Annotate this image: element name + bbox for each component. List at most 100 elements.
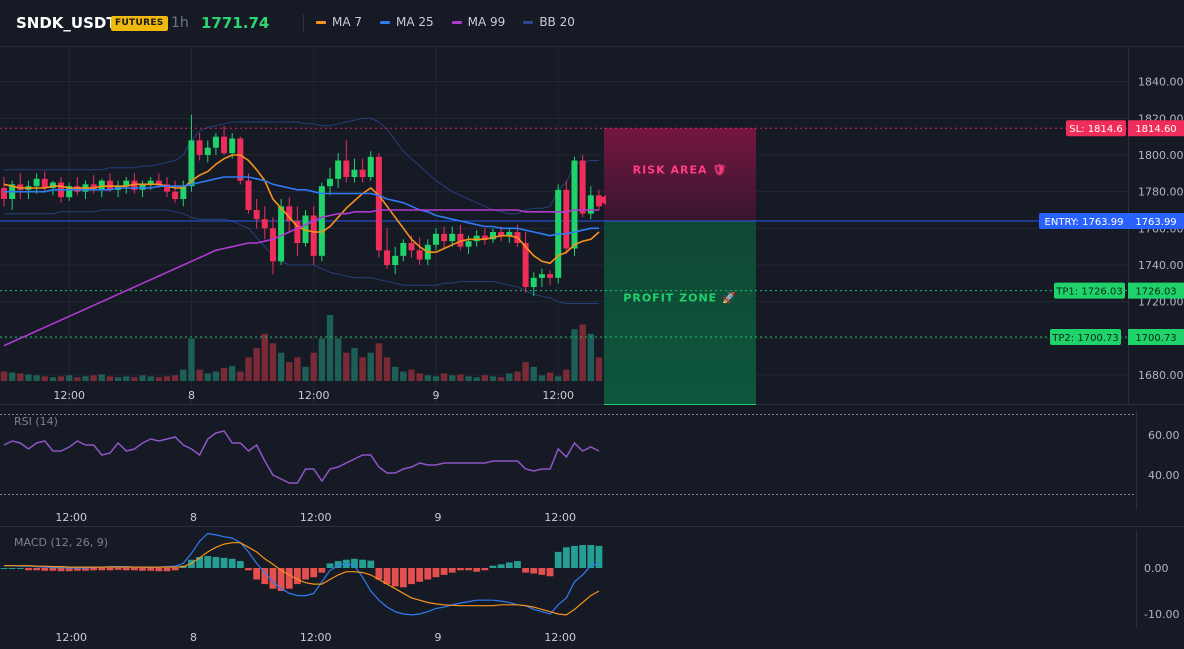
candle-body: [123, 180, 130, 187]
volume-bar: [74, 377, 81, 381]
x-tick-label: 12:00: [298, 389, 330, 402]
rsi-line: [3, 430, 600, 484]
candle-body: [269, 228, 276, 262]
volume-bar: [123, 376, 130, 381]
volume-bar: [114, 377, 122, 381]
interval-selector[interactable]: 1h: [171, 15, 189, 31]
volume-bar: [245, 357, 252, 381]
macd-histogram-bar: [334, 561, 342, 568]
candle-body: [400, 243, 407, 256]
macd-tick-label: 0.00: [1144, 562, 1169, 575]
macd-histogram-bar: [49, 568, 57, 571]
symbol-name[interactable]: SNDK_USDT: [16, 14, 117, 32]
legend-ma25[interactable]: MA 25: [380, 15, 434, 29]
candle-body: [571, 160, 578, 249]
macd-histogram-bar: [318, 568, 326, 573]
volume-bar: [310, 352, 317, 381]
candle-body: [563, 189, 570, 249]
price-line-tag-label: SL: 1814.6: [1069, 124, 1122, 135]
legend-swatch: [380, 20, 391, 24]
macd-histogram-bar: [448, 568, 456, 573]
ma99-line: [3, 209, 599, 347]
volume-bar: [147, 376, 154, 381]
candle-body: [66, 186, 73, 198]
volume-bar: [33, 375, 40, 381]
candle-body: [253, 210, 260, 220]
macd-histogram-bar: [8, 568, 16, 569]
legend-label: MA 7: [332, 15, 363, 29]
volume-bar: [424, 375, 431, 381]
legend-bb20[interactable]: BB 20: [523, 15, 575, 29]
y-tick-label: 1780.00: [1138, 186, 1184, 199]
macd-histogram-bar: [457, 568, 464, 571]
price-line-tag: [1039, 213, 1129, 230]
legend-ma99[interactable]: MA 99: [451, 15, 505, 29]
price-line-tag-label: TP2: 1700.73: [1051, 333, 1118, 344]
legend-ma7[interactable]: MA 7: [316, 15, 362, 29]
candle-body: [359, 169, 366, 177]
volume-bar: [253, 348, 260, 381]
price-line-tag-label: TP1: 1726.03: [1055, 287, 1122, 298]
x-tick-label: 9: [434, 511, 441, 524]
volume-bar: [465, 376, 472, 381]
macd-histogram-bar: [505, 562, 513, 568]
candle-body: [196, 140, 203, 155]
macd-histogram-bar: [554, 551, 562, 568]
macd-histogram-bar: [579, 545, 587, 568]
volume-bar: [343, 352, 350, 381]
macd-histogram-bar: [383, 568, 391, 585]
ma7-line: [3, 154, 600, 265]
volume-bar: [8, 372, 16, 381]
candle-body: [1, 188, 7, 199]
bb-upper-line: [4, 117, 599, 215]
candle-body: [204, 147, 211, 155]
volume-bar: [383, 357, 391, 381]
macd-histogram-bar: [122, 568, 130, 571]
candle-body: [90, 184, 97, 190]
risk-zone-label: RISK AREA 🛡: [633, 163, 728, 176]
volume-bar: [171, 375, 179, 381]
candle-body: [212, 136, 219, 148]
candle-body: [522, 243, 529, 287]
macd-histogram-bar: [65, 568, 73, 572]
macd-histogram-bar: [253, 568, 261, 580]
volume-bar: [538, 375, 546, 381]
macd-histogram-bar: [302, 568, 309, 580]
legend-swatch: [316, 20, 326, 24]
volume-bar: [82, 376, 89, 381]
x-tick-label: 12:00: [55, 631, 87, 644]
candle-body: [343, 160, 350, 177]
y-tick-label: 1840.00: [1138, 76, 1184, 89]
volume-bar: [546, 372, 554, 381]
macd-histogram-bar: [571, 545, 578, 568]
rsi-title: RSI (14): [14, 415, 58, 428]
macd-pane: 0.00 -10.00 12:00 8 12:00 9 12:00 MACD (12, 26,…: [0, 532, 1179, 644]
macd-histogram-bar: [294, 568, 301, 585]
macd-histogram-bar: [98, 568, 106, 571]
macd-histogram-bar: [473, 568, 481, 572]
candle-body: [538, 274, 545, 278]
volume-bar: [66, 375, 73, 381]
x-tick-label: 12:00: [55, 511, 87, 524]
risk-zone: [604, 128, 756, 222]
macd-signal-line: [4, 542, 600, 616]
candle-body: [17, 184, 24, 190]
price-line-tag-label: ENTRY: 1763.99: [1045, 217, 1124, 228]
macd-histogram-bar: [90, 568, 98, 571]
volume-bar: [449, 375, 456, 381]
macd-histogram-bar: [269, 568, 277, 589]
price-axis-tag-label: 1700.73: [1135, 333, 1176, 344]
price-axis-tag: [1128, 328, 1184, 345]
rsi-tick-label: 60.00: [1148, 429, 1180, 442]
chart-header: SNDK_USDT FUTURES 1h 1771.74 MA 7 MA 25 …: [0, 0, 1184, 47]
candle-body: [302, 215, 309, 243]
volume-bar: [522, 362, 529, 381]
volume-bar: [530, 366, 537, 381]
macd-histogram-bar: [16, 568, 24, 569]
candle-body: [98, 180, 105, 190]
volume-bar: [359, 357, 366, 381]
candle-body: [172, 191, 179, 199]
candle-body: [335, 160, 342, 179]
volume-bar: [212, 371, 220, 381]
